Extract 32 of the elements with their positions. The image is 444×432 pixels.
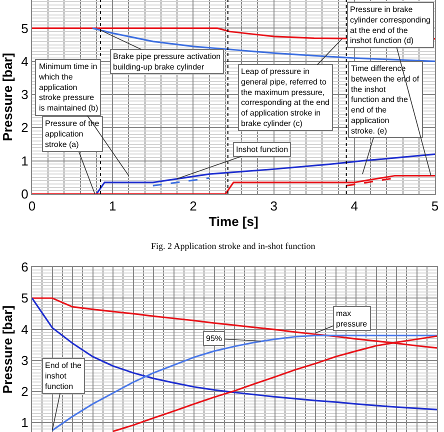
- annotation: Pressure in brake cylinder corresponding at the end of the inshot function (d): [350, 5, 430, 46]
- y-tick-label: 1: [21, 153, 28, 168]
- annotation: Brake pipe pressure activation building-up brake cylinder: [113, 52, 221, 72]
- line-series: [32, 297, 437, 410]
- y-tick-label: 1: [21, 415, 28, 430]
- y-axis-title: Pressure [bar]: [0, 305, 15, 394]
- y-tick-label: 6: [21, 260, 28, 275]
- annotation: Leap of pressure in general pipe, referred to the maximum pressure, corresponding at the end of application stroke in brake cylinder (c): [241, 67, 330, 128]
- annotation: Minimum time in which the application stroke pressure is maintained (b): [38, 62, 98, 113]
- annotation: Inshot function: [236, 145, 288, 154]
- x-tick-label: 3: [270, 198, 278, 214]
- annotation: max pressure: [336, 309, 368, 328]
- y-tick-label: 2: [21, 120, 28, 136]
- line-series: [92, 27, 435, 62]
- x-tick-label: 5: [431, 198, 439, 214]
- y-tick-label: 3: [21, 87, 28, 102]
- caption: Fig. 2 Application stroke and in-shot function: [151, 241, 316, 251]
- annotation: End of the inshot function: [45, 361, 82, 391]
- y-tick-label: 5: [21, 290, 28, 306]
- y-axis-title: Pressure [bar]: [0, 52, 15, 142]
- x-tick-label: 1: [108, 198, 116, 214]
- y-tick-label: 3: [21, 352, 28, 368]
- y-tick-label: 4: [21, 322, 28, 337]
- y-tick-label: 4: [21, 54, 28, 69]
- x-tick-label: 4: [350, 198, 358, 214]
- annotation: 95%: [206, 334, 222, 343]
- y-tick-label: 5: [21, 20, 28, 36]
- line-series: [96, 153, 435, 194]
- x-tick-label: 2: [190, 198, 197, 214]
- x-axis-title: Time [s]: [208, 214, 258, 230]
- y-tick-label: 0: [21, 186, 28, 202]
- y-tick-label: 2: [21, 384, 28, 400]
